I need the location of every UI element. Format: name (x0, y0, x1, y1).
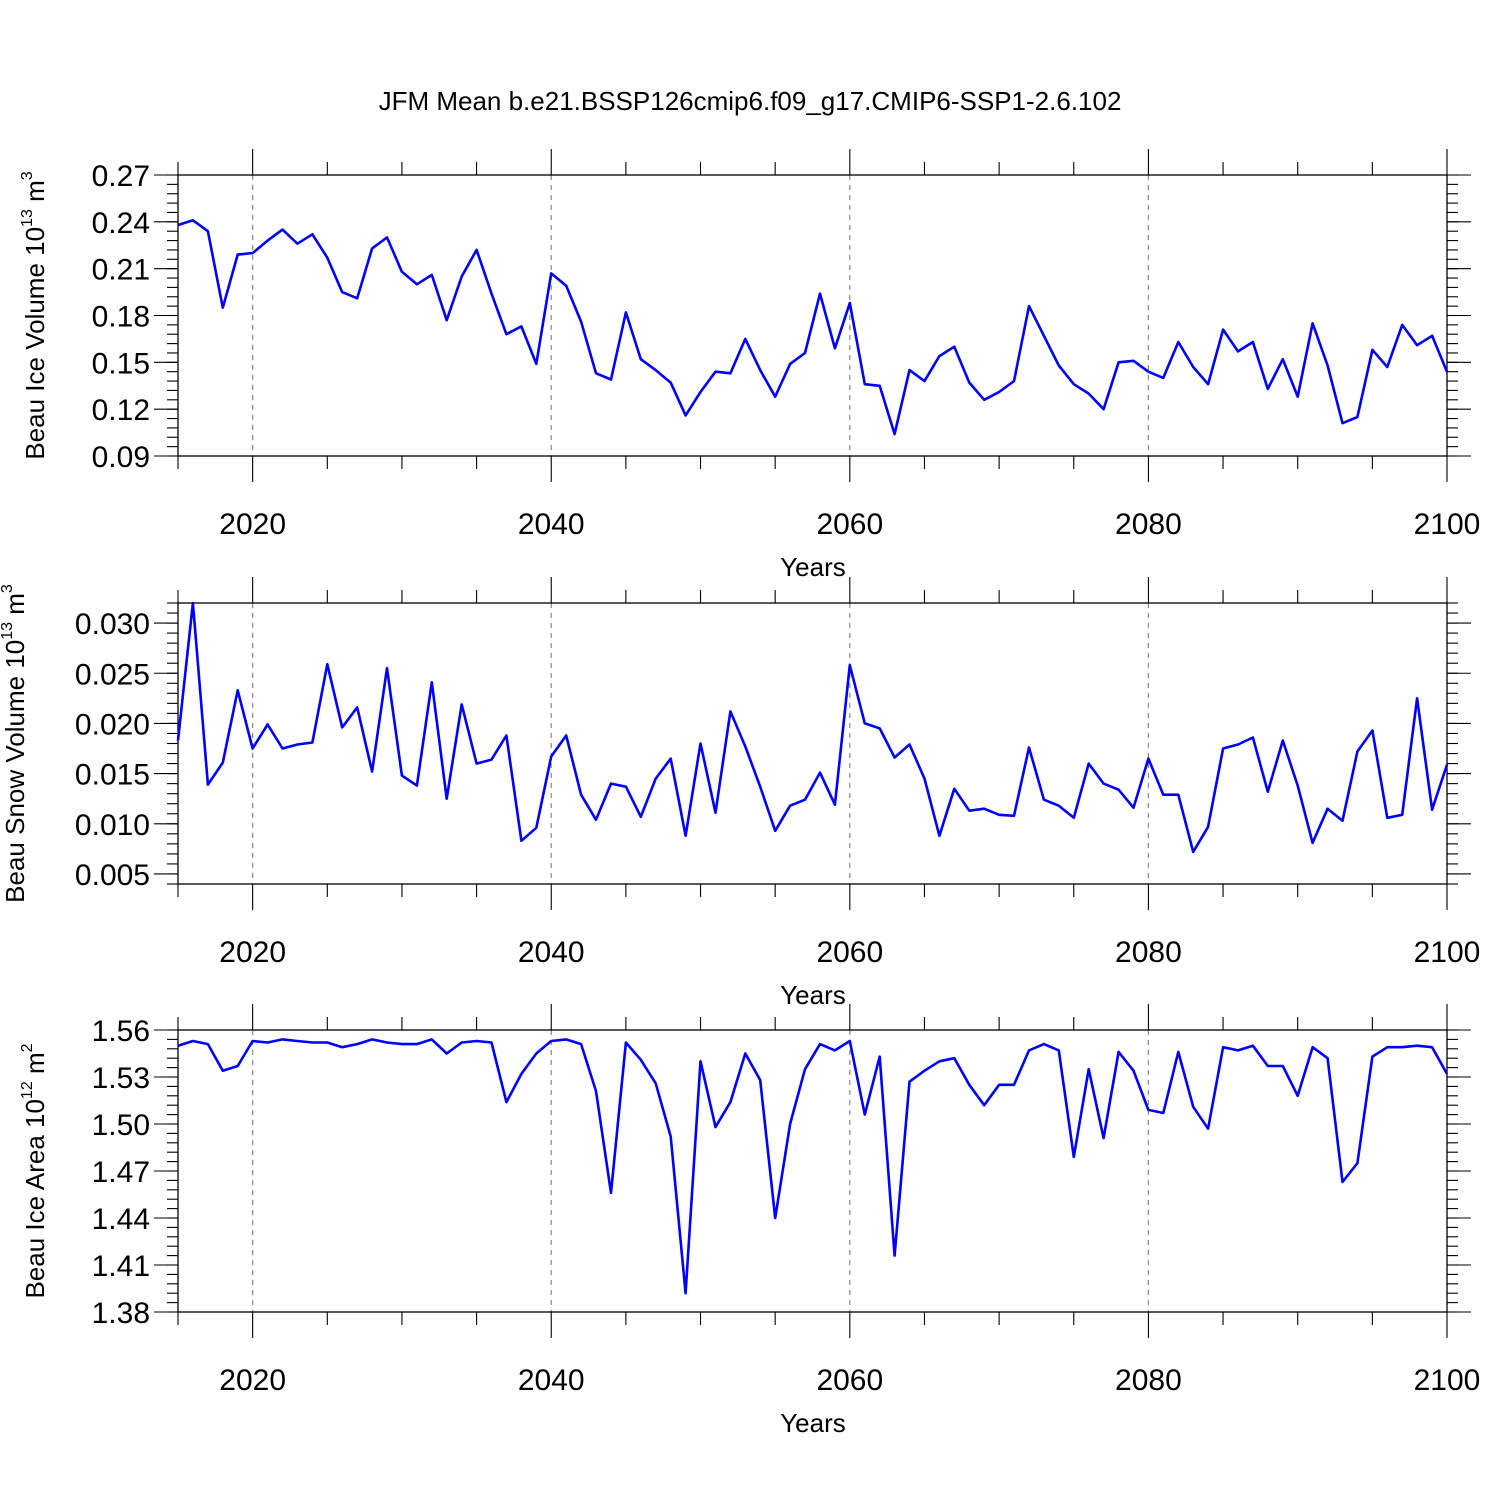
x-tick-label: 2020 (219, 936, 286, 969)
y-tick-label: 1.38 (92, 1297, 150, 1330)
plot-frame (177, 1029, 1448, 1313)
y-tick-label: 0.010 (75, 809, 150, 842)
y-axis-label-text: Beau Ice Area 10 (20, 1099, 50, 1298)
x-tick-label: 2080 (1115, 936, 1182, 969)
y-axis-label-exponent: 13 (0, 622, 16, 640)
y-axis-label-unit: m (20, 180, 50, 209)
figure-title: JFM Mean b.e21.BSSP126cmip6.f09_g17.CMIP… (379, 86, 1122, 116)
y-tick-label: 0.24 (92, 207, 150, 240)
y-tick-label: 0.21 (92, 254, 150, 287)
x-tick-label: 2100 (1414, 1364, 1481, 1397)
chart-panel-2: 0.005 0.010 0.015 0.020 0.025 0.030 2020 2040 20… (0, 577, 1480, 1010)
y-tick-label: 0.27 (92, 160, 150, 193)
y-tick-label: 0.12 (92, 394, 150, 427)
x-tick-label: 2060 (816, 508, 883, 541)
x-tick-label: 2080 (1115, 1364, 1182, 1397)
y-axis-label-text: Beau Ice Volume 10 (20, 227, 50, 460)
x-tick-label: 2100 (1414, 508, 1481, 541)
series-line (177, 219, 1449, 436)
x-tick-label: 2080 (1115, 508, 1182, 541)
x-tick-label: 2060 (816, 1364, 883, 1397)
x-tick-label: 2040 (518, 1364, 585, 1397)
y-tick-label: 0.005 (75, 859, 150, 892)
y-tick-label: 0.030 (75, 608, 150, 641)
y-axis-label-unit-exponent: 3 (19, 171, 36, 180)
y-tick-label: 1.44 (92, 1203, 150, 1236)
x-tick-label: 2060 (816, 936, 883, 969)
series-line (176, 601, 1449, 854)
x-axis-label: Years (780, 980, 846, 1010)
y-tick-label: 0.020 (75, 708, 150, 741)
y-tick-label: 1.53 (92, 1062, 150, 1095)
y-tick-label: 0.015 (75, 759, 150, 792)
x-tick-label: 2040 (518, 936, 585, 969)
x-tick-label: 2020 (219, 1364, 286, 1397)
x-tick-label: 2020 (219, 508, 286, 541)
y-axis-label: Beau Snow Volume 1013 m3 (0, 584, 30, 903)
plot-frame (177, 602, 1448, 885)
x-tick-label: 2040 (518, 508, 585, 541)
x-axis-label: Years (780, 1408, 846, 1438)
y-axis-label-unit-exponent: 3 (0, 584, 16, 593)
y-axis-label-exponent: 13 (19, 209, 36, 227)
y-tick-label: 0.15 (92, 347, 150, 380)
y-axis-label: Beau Ice Volume 1013 m3 (19, 171, 50, 459)
y-axis-label-unit: m (0, 593, 30, 622)
y-tick-label: 1.56 (92, 1015, 150, 1048)
x-axis-label: Years (780, 552, 846, 582)
y-axis-label-text: Beau Snow Volume 10 (0, 640, 30, 903)
y-axis-label-exponent: 12 (19, 1081, 36, 1099)
chart-panel-3: 1.38 1.41 1.44 1.47 1.50 1.53 1.56 2020 2040 2060… (19, 1004, 1480, 1438)
x-tick-label: 2100 (1414, 936, 1481, 969)
y-tick-label: 1.50 (92, 1109, 150, 1142)
y-tick-label: 1.47 (92, 1156, 150, 1189)
y-tick-label: 0.025 (75, 658, 150, 691)
y-tick-label: 0.18 (92, 301, 150, 334)
y-axis-label-unit-exponent: 2 (19, 1043, 36, 1052)
y-axis-label: Beau Ice Area 1012 m2 (19, 1043, 50, 1298)
y-tick-label: 1.41 (92, 1250, 150, 1283)
y-tick-label: 0.09 (92, 441, 150, 474)
series-line (177, 1038, 1449, 1295)
y-axis-label-unit: m (20, 1052, 50, 1081)
chart-panel-1: 0.09 0.12 0.15 0.18 0.21 0.24 0.27 2020 2040 2060… (19, 149, 1480, 582)
plot-frame (177, 174, 1448, 457)
